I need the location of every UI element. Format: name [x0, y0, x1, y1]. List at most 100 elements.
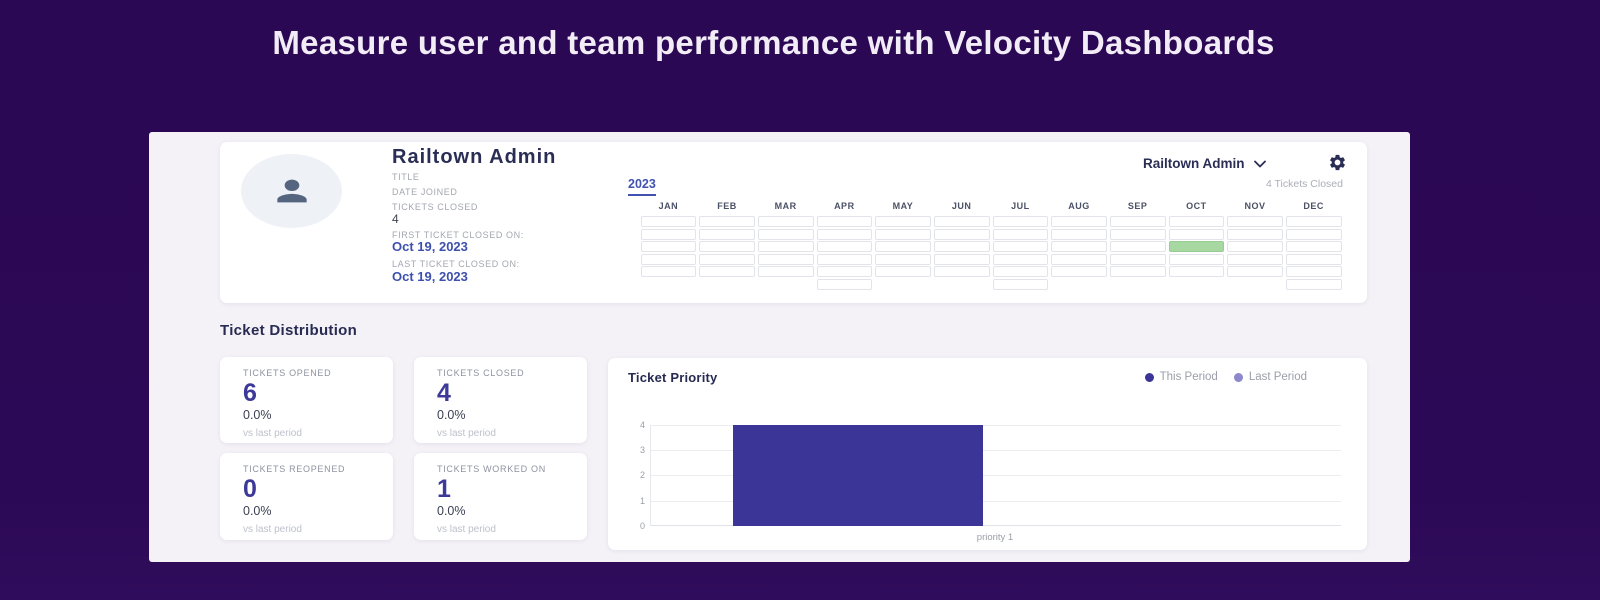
week-cell[interactable] [933, 253, 990, 265]
week-cell[interactable] [1227, 241, 1283, 252]
field-value-tickets-closed: 4 [392, 212, 399, 226]
week-cell[interactable] [640, 216, 697, 227]
week-cell[interactable] [1168, 228, 1225, 240]
week-cell[interactable] [1168, 253, 1225, 265]
week-cell[interactable] [1109, 241, 1166, 252]
week-cell[interactable] [875, 241, 931, 252]
week-cell[interactable] [1285, 241, 1342, 252]
week-cell[interactable] [1227, 228, 1283, 240]
week-cell[interactable] [1285, 253, 1342, 265]
section-heading-ticket-distribution: Ticket Distribution [220, 322, 358, 339]
week-cell[interactable] [1227, 266, 1283, 277]
week-cell[interactable] [933, 266, 990, 277]
week-cell[interactable] [1109, 266, 1166, 277]
week-cell[interactable] [816, 278, 873, 290]
week-cell[interactable] [816, 266, 873, 277]
y-tick-label: 3 [639, 445, 645, 455]
week-cell[interactable] [1285, 228, 1342, 240]
week-cell[interactable] [875, 253, 931, 265]
week-cell[interactable] [757, 253, 814, 265]
week-cell[interactable] [1168, 266, 1225, 277]
week-cell[interactable] [992, 266, 1049, 277]
month-header: FEB [717, 201, 737, 211]
week-cell[interactable] [1109, 253, 1166, 265]
week-cell[interactable] [992, 241, 1049, 252]
stat-percent: 0.0% [437, 408, 466, 422]
week-cell[interactable] [1109, 228, 1166, 240]
week-cell[interactable] [699, 228, 755, 240]
week-cell[interactable] [933, 228, 990, 240]
chart-legend: This Period Last Period [1144, 371, 1307, 383]
stat-value: 1 [437, 475, 451, 503]
month-header: AUG [1068, 201, 1090, 211]
legend-dot-this-period-icon [1144, 372, 1154, 382]
week-cell[interactable] [1109, 216, 1166, 227]
month-column: NOV [1226, 201, 1285, 291]
week-cell[interactable] [757, 216, 814, 227]
week-cell[interactable] [757, 266, 814, 277]
week-cell[interactable] [992, 278, 1049, 290]
week-cell[interactable] [992, 216, 1049, 227]
month-column: MAR [756, 201, 815, 291]
week-cell[interactable] [1051, 241, 1107, 252]
legend-item-last-period[interactable]: Last Period [1233, 371, 1307, 383]
month-header: JUL [1011, 201, 1030, 211]
y-tick-label: 2 [639, 470, 645, 480]
settings-button[interactable] [1328, 153, 1348, 173]
gridline [650, 501, 1341, 502]
week-cell[interactable] [816, 216, 873, 227]
week-cell[interactable] [1285, 266, 1342, 277]
week-cell[interactable] [1285, 216, 1342, 227]
month-grid: JAN FEB MAR APR MAY JUN JUL AUG SEP OCT NOV DEC [639, 201, 1343, 291]
week-cell[interactable] [816, 253, 873, 265]
week-cell[interactable] [992, 253, 1049, 265]
week-cell[interactable] [757, 241, 814, 252]
bar-this-period[interactable] [733, 425, 983, 526]
week-cell[interactable] [875, 266, 931, 277]
gridline [650, 525, 1341, 526]
week-cell[interactable] [1051, 253, 1107, 265]
y-tick-label: 1 [639, 496, 645, 506]
legend-item-this-period[interactable]: This Period [1144, 371, 1218, 383]
stat-label: TICKETS CLOSED [437, 368, 525, 378]
week-cell[interactable] [1051, 228, 1107, 240]
week-cell[interactable] [1051, 266, 1107, 277]
user-profile-card: Railtown Admin TITLE DATE JOINED TICKETS… [220, 142, 1367, 303]
week-cell[interactable] [933, 216, 990, 227]
tab-year-2023[interactable]: 2023 [628, 177, 656, 196]
week-cell-highlighted[interactable] [1168, 241, 1225, 252]
week-cell[interactable] [816, 228, 873, 240]
week-cell[interactable] [757, 228, 814, 240]
stat-card-tickets-worked-on: TICKETS WORKED ON 1 0.0% vs last period [414, 453, 587, 540]
stat-percent: 0.0% [243, 504, 272, 518]
week-cell[interactable] [699, 216, 755, 227]
week-cell[interactable] [875, 216, 931, 227]
week-cell[interactable] [1168, 216, 1225, 227]
week-cell[interactable] [992, 228, 1049, 240]
field-label-tickets-closed: TICKETS CLOSED [392, 202, 478, 212]
month-header: JAN [658, 201, 679, 211]
week-cell[interactable] [699, 266, 755, 277]
week-cell[interactable] [699, 241, 755, 252]
month-column: DEC [1284, 201, 1343, 291]
week-cell[interactable] [1285, 278, 1342, 290]
user-name: Railtown Admin [392, 146, 557, 168]
week-cell[interactable] [640, 253, 697, 265]
week-cell[interactable] [640, 266, 697, 277]
week-cell[interactable] [1227, 253, 1283, 265]
week-cell[interactable] [1051, 216, 1107, 227]
week-cell[interactable] [640, 241, 697, 252]
week-cell[interactable] [640, 228, 697, 240]
month-column: JUL [991, 201, 1050, 291]
week-cell[interactable] [816, 241, 873, 252]
week-cell[interactable] [699, 253, 755, 265]
x-axis-category-label: priority 1 [976, 532, 1014, 543]
week-cell[interactable] [875, 228, 931, 240]
week-cell[interactable] [1227, 216, 1283, 227]
month-column: AUG [1050, 201, 1109, 291]
week-cell[interactable] [933, 241, 990, 252]
dashboard-panel: Railtown Admin TITLE DATE JOINED TICKETS… [149, 132, 1410, 562]
gridline [650, 425, 1341, 426]
user-menu[interactable]: Railtown Admin [1143, 156, 1266, 171]
month-column: MAY [874, 201, 933, 291]
